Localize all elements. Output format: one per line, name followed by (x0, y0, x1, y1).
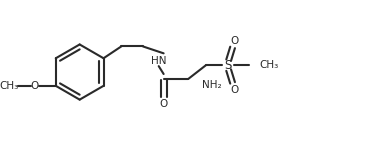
Text: O: O (230, 85, 239, 95)
Text: NH₂: NH₂ (202, 80, 222, 90)
Text: HN: HN (151, 56, 166, 66)
Text: O: O (230, 36, 239, 45)
Text: O: O (159, 99, 168, 109)
Text: S: S (224, 59, 231, 72)
Text: CH₃: CH₃ (259, 60, 278, 70)
Text: O: O (30, 81, 38, 91)
Text: CH₃: CH₃ (0, 81, 19, 91)
